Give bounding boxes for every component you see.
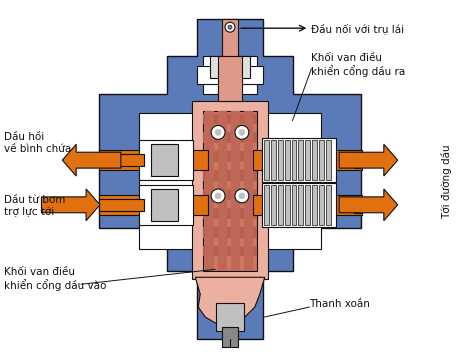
Polygon shape [99, 19, 360, 339]
Bar [298, 140, 303, 180]
Bar [203, 132, 256, 143]
Bar [205, 111, 213, 271]
Bar [99, 150, 208, 170]
Bar [270, 140, 275, 180]
Bar [277, 140, 282, 180]
Bar [139, 112, 200, 249]
Text: Đầu nối với trụ lái: Đầu nối với trụ lái [311, 23, 403, 34]
Bar [216, 303, 243, 331]
Bar [252, 195, 361, 215]
Bar [203, 227, 256, 238]
Bar [261, 183, 336, 227]
Bar [277, 185, 282, 225]
Text: Khối van điều
khiển cổng dầu vào: Khối van điều khiển cổng dầu vào [4, 267, 106, 291]
Bar [319, 185, 324, 225]
Text: Dầu từ bơm
trợ lực tới: Dầu từ bơm trợ lực tới [4, 195, 65, 217]
Bar [203, 111, 256, 271]
Circle shape [235, 189, 248, 203]
Bar [263, 185, 268, 225]
Bar [203, 56, 256, 94]
Bar [203, 208, 256, 219]
Bar [325, 140, 330, 180]
Circle shape [235, 126, 248, 139]
Bar [259, 112, 320, 249]
Circle shape [211, 126, 224, 139]
Bar [99, 195, 208, 215]
Text: Tới đường dầu: Tới đường dầu [440, 145, 451, 219]
Bar [305, 140, 310, 180]
Bar [284, 185, 289, 225]
Circle shape [215, 193, 221, 199]
Text: Thanh xoắn: Thanh xoắn [309, 299, 369, 309]
Bar [218, 56, 241, 100]
Bar [270, 185, 275, 225]
Circle shape [224, 22, 235, 32]
Bar [305, 185, 310, 225]
Circle shape [238, 193, 244, 199]
Bar [312, 185, 317, 225]
Bar [203, 151, 256, 162]
Bar [252, 150, 361, 170]
Bar [99, 154, 143, 166]
Bar [99, 199, 143, 211]
Bar [319, 140, 324, 180]
Polygon shape [338, 144, 397, 176]
Bar [353, 152, 361, 168]
Bar [139, 185, 193, 225]
Bar [150, 144, 178, 176]
Bar [261, 138, 336, 182]
Text: Dầu hồi
về bình chứa: Dầu hồi về bình chứa [4, 132, 71, 154]
Bar [263, 140, 268, 180]
Bar [150, 189, 178, 221]
Bar [218, 111, 227, 271]
Circle shape [238, 130, 244, 135]
Bar [325, 185, 330, 225]
Circle shape [211, 189, 224, 203]
Bar [230, 111, 240, 271]
Polygon shape [338, 189, 397, 221]
Polygon shape [62, 144, 121, 176]
Polygon shape [195, 277, 264, 325]
Bar [243, 111, 252, 271]
Bar [353, 197, 361, 213]
Text: Khối van điều
khiển cổng dầu ra: Khối van điều khiển cổng dầu ra [311, 53, 405, 77]
Bar [203, 245, 256, 256]
Bar [291, 140, 296, 180]
Bar [298, 185, 303, 225]
Bar [203, 170, 256, 181]
Bar [203, 114, 256, 124]
Bar [203, 189, 256, 200]
Circle shape [215, 130, 221, 135]
Bar [192, 100, 267, 279]
Polygon shape [41, 189, 100, 221]
Bar [139, 140, 193, 180]
Bar [197, 66, 262, 84]
Bar [222, 19, 237, 59]
Circle shape [228, 25, 231, 29]
Bar [210, 56, 249, 78]
Bar [222, 327, 237, 347]
Bar [312, 140, 317, 180]
Bar [284, 140, 289, 180]
Bar [291, 185, 296, 225]
